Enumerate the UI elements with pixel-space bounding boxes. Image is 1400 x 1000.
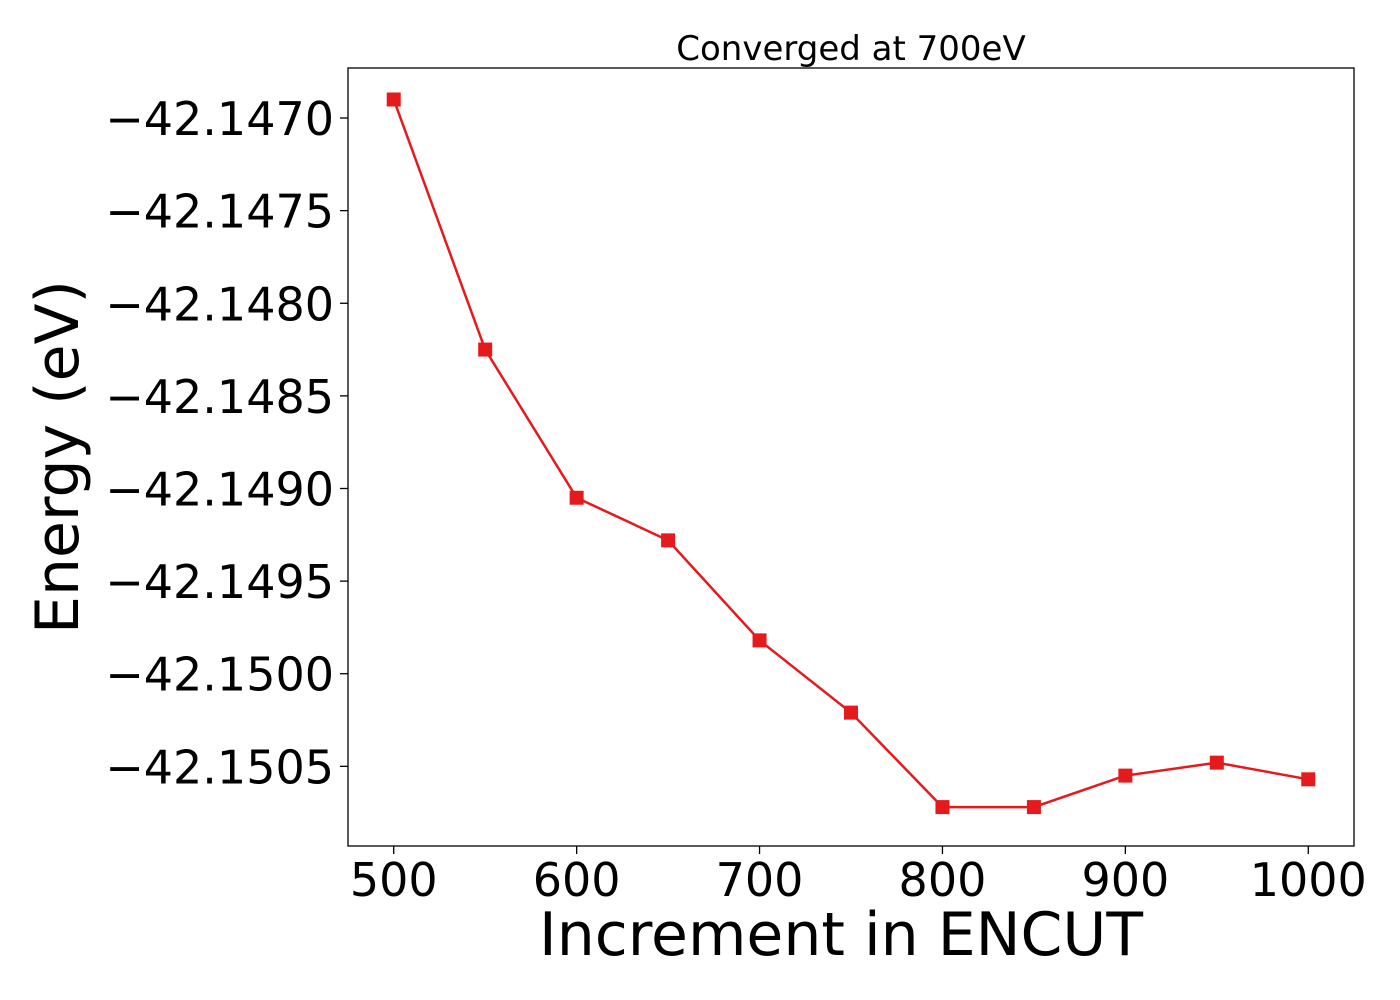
y-tick-label: −42.1505	[105, 740, 334, 794]
y-tick-label: −42.1500	[105, 648, 334, 702]
x-tick-label: 700	[716, 853, 804, 907]
chart-title: Converged at 700eV	[676, 29, 1025, 69]
data-point-marker	[661, 533, 676, 548]
data-point-marker	[1209, 755, 1224, 770]
x-tick-label: 500	[350, 853, 438, 907]
x-tick-label: 600	[533, 853, 621, 907]
data-point-marker	[478, 342, 493, 357]
y-tick-label: −42.1480	[105, 277, 334, 331]
series-markers	[386, 92, 1316, 815]
y-tick-label: −42.1485	[105, 370, 334, 424]
y-tick-label: −42.1495	[105, 555, 334, 609]
data-point-marker	[935, 800, 950, 815]
data-point-marker	[844, 705, 858, 720]
data-point-marker	[569, 490, 584, 505]
series-line	[392, 99, 1309, 809]
data-point-marker	[1026, 800, 1041, 815]
y-tick-label: −42.1475	[105, 185, 334, 239]
y-axis-label: Energy (eV)	[23, 280, 93, 634]
x-axis-label: Increment in ENCUT	[539, 900, 1143, 970]
x-tick-label: 1000	[1250, 853, 1367, 907]
data-point-marker	[386, 92, 401, 107]
data-point-marker	[1118, 768, 1133, 783]
y-tick-label: −42.1470	[105, 92, 334, 146]
data-point-marker	[752, 633, 767, 648]
plot-frame	[347, 67, 1355, 847]
data-point-marker	[1301, 772, 1316, 787]
y-axis-ticks: −42.1470 −42.1475 −42.1480 −42.1485 −42.1490…	[105, 92, 348, 794]
y-tick-label: −42.1490	[105, 462, 334, 516]
x-tick-label: 900	[1081, 853, 1169, 907]
x-tick-label: 800	[899, 853, 987, 907]
x-axis-ticks: 500 600 700 800 900 1000	[350, 846, 1367, 907]
